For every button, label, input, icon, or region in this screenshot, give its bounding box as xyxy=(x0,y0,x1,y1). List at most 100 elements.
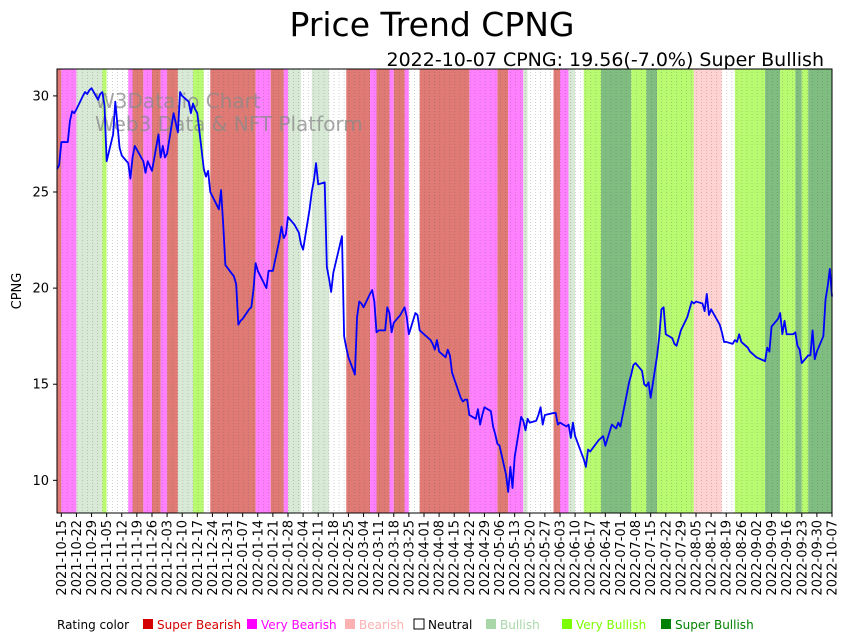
rating-band-super-bearish xyxy=(57,69,62,513)
rating-band-super-bullish xyxy=(808,69,832,513)
x-tick-label: 2022-02-25 xyxy=(342,520,357,596)
rating-band-super-bearish xyxy=(210,69,256,513)
legend-item-bearish: Bearish xyxy=(359,618,404,632)
x-tick-label: 2021-12-03 xyxy=(161,520,176,596)
legend-item-bullish: Bullish xyxy=(500,618,540,632)
x-tick-label: 2022-06-03 xyxy=(553,520,568,596)
rating-band-bullish xyxy=(287,69,301,513)
x-tick-label: 2021-10-29 xyxy=(85,520,100,596)
rating-band-bullish xyxy=(311,69,330,513)
rating-band-super-bearish xyxy=(497,69,509,513)
rating-band-very-bearish xyxy=(61,69,77,513)
plot-frame xyxy=(56,68,833,514)
watermark: W3Data.io Chart Web3 Data & NFT Platform xyxy=(95,89,363,136)
x-tick-label: 2022-08-26 xyxy=(735,520,750,596)
rating-band-super-bullish xyxy=(646,69,658,513)
rating-band-neutral xyxy=(575,69,584,513)
x-tick-label: 2022-05-06 xyxy=(493,520,508,596)
x-tick-label: 2022-04-15 xyxy=(448,520,463,596)
rating-band-neutral xyxy=(203,69,211,513)
legend-swatch-bullish xyxy=(486,619,496,629)
rating-band-bullish xyxy=(568,69,576,513)
x-tick-label: 2022-02-18 xyxy=(327,520,342,596)
watermark-line-1: W3Data.io Chart xyxy=(95,89,261,113)
x-tick-label: 2021-11-26 xyxy=(145,520,160,596)
x-tick-label: 2022-07-08 xyxy=(629,520,644,596)
rating-band-super-bearish xyxy=(553,69,560,513)
x-tick-label: 2022-05-13 xyxy=(508,520,523,596)
x-tick-label: 2022-04-08 xyxy=(433,520,448,596)
x-tick-label: 2022-06-10 xyxy=(569,520,584,596)
rating-band-very-bullish xyxy=(102,69,107,513)
rating-band-very-bearish xyxy=(283,69,288,513)
rating-band-bearish xyxy=(693,69,722,513)
rating-band-very-bearish xyxy=(508,69,524,513)
x-tick-label: 2022-05-20 xyxy=(523,520,538,596)
x-tick-label: 2022-08-19 xyxy=(720,520,735,596)
rating-band-bullish xyxy=(177,69,193,513)
legend-swatch-neutral xyxy=(413,618,425,630)
x-tick-label: 2021-11-05 xyxy=(100,520,115,596)
x-tick-label: 2021-12-24 xyxy=(206,520,221,596)
rating-band-very-bullish xyxy=(631,69,647,513)
rating-band-neutral xyxy=(408,69,420,513)
x-tick-label: 2022-10-07 xyxy=(826,520,841,596)
rating-band-very-bullish xyxy=(801,69,809,513)
x-tick-label: 2022-02-11 xyxy=(312,520,327,596)
legend-item-super-bearish: Super Bearish xyxy=(157,618,241,632)
x-tick-label: 2022-04-29 xyxy=(478,520,493,596)
x-tick-label: 2022-02-04 xyxy=(297,520,312,596)
rating-band-neutral xyxy=(300,69,312,513)
rating-band-super-bearish xyxy=(167,69,178,513)
x-tick-label: 2022-07-22 xyxy=(659,520,674,596)
x-tick-label: 2021-12-17 xyxy=(191,520,206,596)
x-tick-label: 2022-01-14 xyxy=(251,520,266,596)
x-tick-label: 2022-07-15 xyxy=(644,520,659,596)
legend-swatch-bearish xyxy=(345,619,355,629)
x-tick-label: 2022-09-09 xyxy=(765,520,780,596)
rating-band-neutral xyxy=(329,69,347,513)
legend-swatch-super-bullish xyxy=(661,619,671,629)
rating-band-very-bearish xyxy=(469,69,498,513)
legend-item-very-bullish: Very Bullish xyxy=(576,618,646,632)
x-tick-label: 2022-09-02 xyxy=(750,520,765,596)
chart-title: Price Trend CPNG xyxy=(290,5,575,44)
price-line xyxy=(56,87,833,493)
x-axis: 2021-10-15 2021-10-22 2021-10-29 2021-11-05… xyxy=(55,513,841,596)
x-tick-label: 2022-06-24 xyxy=(599,520,614,596)
rating-band-super-bearish xyxy=(419,69,470,513)
legend: Rating color Super Bearish Very Bearish Bea… xyxy=(57,618,754,632)
x-tick-label: 2022-03-18 xyxy=(387,520,402,596)
legend-swatch-super-bearish xyxy=(143,619,153,629)
rating-band-very-bearish xyxy=(404,69,409,513)
legend-item-very-bearish: Very Bearish xyxy=(261,618,337,632)
x-tick-label: 2022-03-04 xyxy=(357,520,372,596)
rating-band-very-bullish xyxy=(734,69,766,513)
x-tick-label: 2022-03-25 xyxy=(402,520,417,596)
rating-band-bullish xyxy=(76,69,103,513)
x-tick-label: 2022-06-17 xyxy=(584,520,599,596)
legend-swatch-very-bullish xyxy=(562,619,572,629)
x-tick-label: 2022-04-22 xyxy=(463,520,478,596)
x-tick-label: 2021-11-19 xyxy=(130,520,145,596)
x-tick-label: 2021-12-31 xyxy=(221,520,236,596)
rating-band-super-bearish xyxy=(393,69,405,513)
rating-band-very-bearish xyxy=(559,69,569,513)
y-tick-label: 10 xyxy=(32,474,49,489)
legend-swatch-very-bearish xyxy=(247,619,257,629)
rating-band-very-bullish xyxy=(780,69,796,513)
rating-band-super-bearish xyxy=(151,69,161,513)
x-tick-label: 2022-01-07 xyxy=(236,520,251,596)
x-tick-label: 2022-09-16 xyxy=(780,520,795,596)
vertical-gridlines xyxy=(56,69,828,513)
x-tick-label: 2022-05-27 xyxy=(538,520,553,596)
y-axis-label: CPNG xyxy=(10,273,25,310)
rating-band-super-bearish xyxy=(132,69,144,513)
x-tick-label: 2022-04-01 xyxy=(417,520,432,596)
watermark-line-2: Web3 Data & NFT Platform xyxy=(95,112,363,136)
rating-band-super-bearish xyxy=(376,69,390,513)
rating-band-very-bullish xyxy=(193,69,204,513)
x-tick-label: 2022-07-29 xyxy=(674,520,689,596)
x-tick-label: 2022-08-12 xyxy=(705,520,720,596)
